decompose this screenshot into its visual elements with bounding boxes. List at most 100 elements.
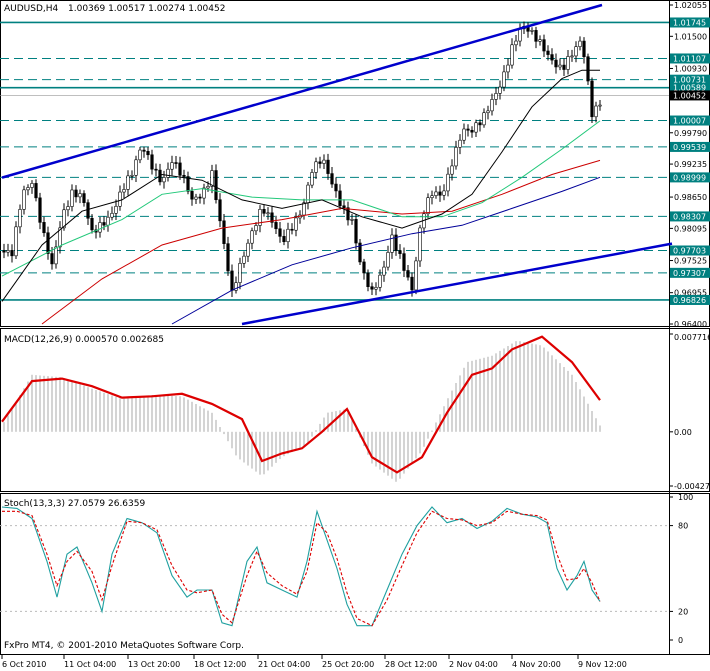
current-price-box [670, 90, 710, 101]
macd-tick-label: -0.004274 [674, 482, 710, 491]
level-price-box [670, 172, 710, 183]
candle-body [202, 187, 206, 199]
price-tick-label: 0.98095 [674, 224, 707, 233]
level-price-label: 0.98307 [673, 212, 706, 221]
level-price-label: 1.00589 [673, 84, 706, 93]
ma-fast-line [1, 69, 600, 302]
level-price-label: 1.01745 [673, 18, 706, 27]
macd-tick-label: 0.007716 [674, 333, 710, 342]
level-price-box [670, 115, 710, 126]
candle-body [362, 261, 366, 274]
candle-body [562, 64, 566, 70]
candle-body [582, 40, 586, 58]
candle-body [154, 168, 158, 171]
stoch-tick-label: 0 [678, 636, 683, 645]
candle-body [334, 183, 338, 192]
candle-body [34, 183, 38, 199]
candle-body [538, 39, 542, 42]
candle-body [366, 272, 370, 288]
candle-body [198, 196, 202, 199]
candle-body [254, 225, 258, 232]
candle-body [262, 209, 266, 214]
candle-body [2, 250, 6, 253]
candle-body [326, 159, 330, 174]
candle-body [486, 110, 490, 114]
candle-body [66, 206, 70, 211]
candle-body [50, 253, 54, 265]
time-tick-label: 11 Oct 04:00 [64, 660, 116, 669]
upper-trendline[interactable] [1, 3, 603, 179]
ohlc-label: 1.00369 1.00517 1.00274 1.00452 [68, 4, 225, 14]
level-price-label: 0.98999 [673, 173, 706, 182]
level-price-label: 1.00731 [673, 76, 706, 85]
candle-body [554, 59, 558, 68]
stoch-panel[interactable] [0, 493, 710, 655]
candle-body [530, 30, 534, 32]
candle-body [402, 253, 406, 271]
candle-body [54, 246, 58, 265]
candle-body [114, 205, 118, 214]
candle-body [238, 263, 242, 283]
candle-body [426, 197, 430, 215]
time-tick-label: 6 Oct 2010 [2, 660, 46, 669]
candle-body [442, 190, 446, 196]
stoch-tick-label: 80 [678, 522, 688, 531]
price-tick-label: 0.97525 [674, 257, 707, 266]
candle-body [242, 255, 246, 264]
level-price-label: 0.97703 [673, 246, 706, 255]
stoch-signal-line [2, 510, 601, 627]
copyright-text: FxPro MT4, © 2001-2010 MetaQuotes Softwa… [4, 641, 244, 651]
candle-body [510, 44, 514, 66]
candle-body [246, 242, 250, 257]
candle-body [170, 162, 174, 170]
candle-body [278, 228, 282, 237]
candle-body [358, 242, 362, 263]
symbol-label: AUDUSD,H4 [4, 4, 59, 14]
candle-body [450, 165, 454, 175]
candle-body [166, 168, 170, 178]
candle-body [14, 226, 18, 257]
candle-body [258, 209, 262, 226]
candle-body [518, 28, 522, 42]
level-price-box [670, 17, 710, 28]
lower-trendline[interactable] [241, 242, 673, 326]
level-price-label: 1.01107 [673, 54, 706, 63]
level-price-box [670, 82, 710, 93]
macd-panel[interactable] [0, 328, 710, 492]
candle-body [250, 230, 254, 244]
candle-body [558, 64, 562, 68]
candle-body [354, 219, 358, 244]
level-price-box [670, 294, 710, 305]
candle-body [38, 197, 42, 223]
candle-body [482, 112, 486, 126]
candle-body [546, 50, 550, 55]
candle-body [310, 172, 314, 186]
candle-body [338, 190, 342, 207]
candle-body [18, 209, 22, 228]
candle-body [102, 222, 106, 226]
price-panel[interactable] [0, 0, 710, 327]
candle-body [594, 105, 598, 118]
candle-body [214, 170, 218, 201]
candle-body [506, 64, 510, 73]
candle-body [274, 222, 278, 230]
time-tick-label: 25 Oct 20:00 [322, 660, 374, 669]
candle-body [406, 270, 410, 278]
price-tick-label: 0.98650 [674, 193, 707, 202]
candle-body [302, 202, 306, 216]
candle-body [590, 80, 594, 118]
candle-body [398, 250, 402, 254]
price-tick-label: 0.99790 [674, 129, 707, 138]
candle-body [30, 183, 34, 188]
candle-body [598, 104, 602, 107]
candle-body [142, 149, 146, 152]
candle-body [134, 159, 138, 176]
candle-body [430, 195, 434, 198]
candle-body [6, 250, 10, 253]
candle-body [390, 234, 394, 253]
candle-body [90, 217, 94, 231]
candle-body [194, 196, 198, 200]
candle-body [182, 174, 186, 177]
time-tick-label: 18 Oct 12:00 [194, 660, 246, 669]
